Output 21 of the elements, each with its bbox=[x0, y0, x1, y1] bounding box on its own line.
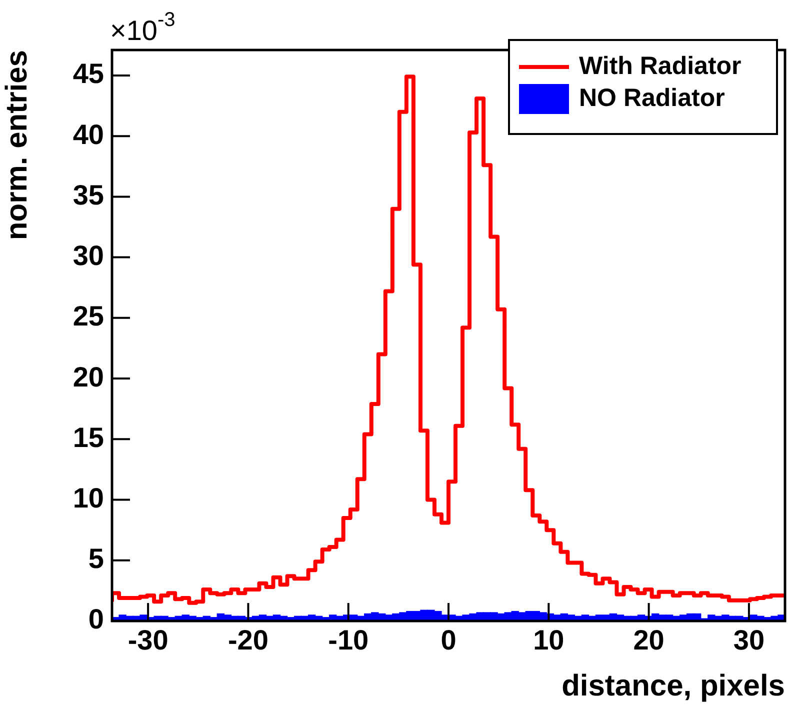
x-tick-label: 10 bbox=[533, 624, 564, 656]
y-tick-label: 0 bbox=[88, 604, 104, 635]
y-axis-title: norm. entries bbox=[0, 50, 34, 240]
y-tick-label: 20 bbox=[72, 361, 104, 392]
y-tick-label: 5 bbox=[88, 543, 104, 574]
x-tick-label: -20 bbox=[228, 624, 268, 656]
x-tick-label: -10 bbox=[328, 624, 369, 656]
x-axis-title: distance, pixels bbox=[562, 669, 785, 702]
y-tick-label: 10 bbox=[72, 482, 104, 514]
legend-label: NO Radiator bbox=[579, 84, 726, 112]
y-tick-label: 15 bbox=[72, 422, 104, 453]
y-tick-label: 35 bbox=[72, 179, 104, 210]
x-tick-label: 20 bbox=[633, 624, 664, 656]
y-tick-label: 40 bbox=[72, 118, 104, 150]
y-tick-label: 25 bbox=[72, 300, 104, 332]
y-tick-label: 45 bbox=[72, 58, 104, 90]
x-tick-label: 30 bbox=[733, 624, 765, 656]
legend-label: With Radiator bbox=[579, 52, 742, 80]
y-tick-label: 30 bbox=[72, 240, 104, 272]
x-tick-label: 0 bbox=[440, 624, 456, 656]
x-tick-label: -30 bbox=[128, 624, 168, 656]
